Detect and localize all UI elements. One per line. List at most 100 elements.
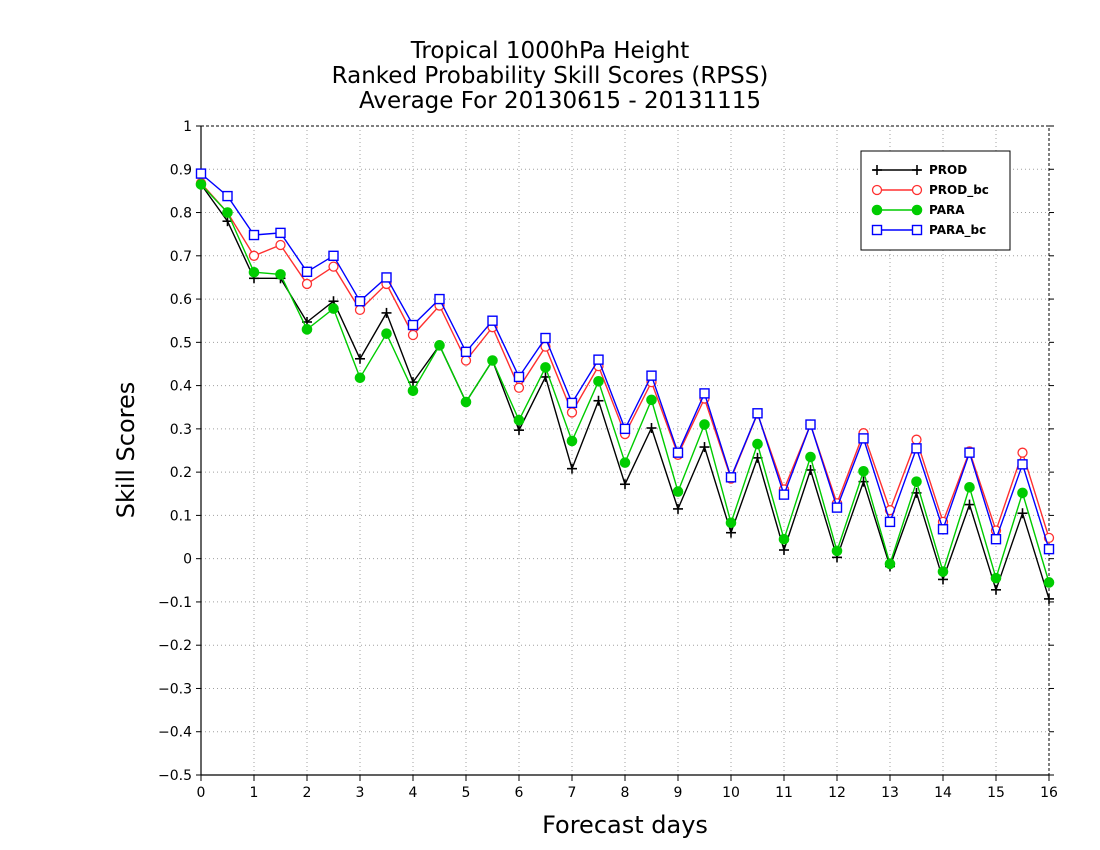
legend-label: PROD [929,163,967,177]
data-point-para [381,328,392,339]
data-point-para-bc [911,443,922,454]
data-point-para [990,572,1002,584]
data-point-para-bc [460,346,472,358]
x-tick-label: 7 [568,785,577,801]
y-tick-label: −0.3 [158,681,192,697]
data-point-para-bc [593,354,604,365]
data-point-para [1043,577,1055,588]
data-point-para [884,558,896,570]
data-point-para [513,414,525,426]
data-point-prod-bc [328,261,339,272]
data-point-prod [593,395,604,406]
legend-marker [911,184,923,196]
y-tick-label: −0.2 [158,638,192,654]
data-point-prod [1017,508,1028,519]
data-point-para [911,476,922,487]
data-point-para-bc [646,370,657,381]
legend-marker [912,165,922,175]
x-tick-label: 8 [621,785,630,801]
data-point-para-bc [805,419,816,430]
chart-title-line-1: Tropical 1000hPa Height [410,38,690,64]
chart-title-line-2: Ranked Probability Skill Scores (RPSS) [331,63,769,89]
data-point-para-bc [937,524,949,535]
data-point-para-bc [725,472,737,483]
legend-marker [871,204,883,216]
data-point-para-bc [964,447,975,458]
data-point-para [275,269,286,280]
x-tick-label: 5 [462,785,471,801]
data-point-para [831,545,843,557]
data-point-para [964,481,975,493]
x-axis-label: Forecast days [542,811,708,839]
y-tick-label: 0.9 [170,162,192,178]
series-para [195,179,1055,588]
legend: PROD PROD_bc PARA PARA_bc [860,150,1011,251]
data-point-para-bc [275,227,286,239]
data-point-prod [1044,593,1054,604]
data-point-para-bc [195,168,207,179]
y-tick-label: 0.7 [170,249,192,265]
series-para-bc [195,168,1055,555]
data-point-para [328,303,339,314]
data-point-para-bc [407,319,419,331]
x-tick-label: 10 [722,785,740,801]
legend-marker [871,184,883,196]
data-point-para-bc [831,502,843,513]
data-point-para-bc [487,315,498,326]
data-point-prod-bc [566,407,578,418]
data-point-para-bc [301,266,313,278]
data-point-prod [779,545,789,556]
data-point-para-bc [619,423,631,435]
data-point-para [195,179,207,190]
y-tick-label: 0.4 [170,379,192,395]
legend-label: PARA_bc [929,223,986,238]
data-point-para [1017,487,1028,499]
data-point-prod [355,353,365,364]
series-layer [195,168,1055,604]
y-tick-label: 0 [183,552,192,568]
data-point-prod-bc [407,329,419,341]
legend-marker [911,224,923,236]
legend-marker [911,204,923,216]
y-tick-label: 0.5 [170,335,192,351]
y-tick-label: 0.3 [170,422,192,438]
x-tick-label: 13 [881,785,899,801]
data-point-para [619,457,631,468]
data-point-prod [699,442,710,453]
legend-label: PARA [929,203,965,217]
x-tick-label: 6 [515,785,524,801]
x-tick-label: 14 [934,785,952,801]
x-tick-label: 2 [303,785,312,801]
data-point-para [778,533,790,545]
data-point-prod-bc [301,278,313,290]
x-tick-label: 1 [250,785,259,801]
data-point-prod [514,425,524,436]
y-tick-label: −0.4 [158,725,192,741]
y-tick-label: 0.6 [170,292,192,308]
data-point-para [540,362,551,373]
data-point-para [699,419,710,430]
y-tick-label: −0.1 [158,595,192,611]
legend-entry-prod-bc: PROD_bc [871,183,989,198]
x-tick-label: 12 [828,785,846,801]
y-tick-label: 0.8 [170,206,192,222]
data-point-para-bc [248,229,260,241]
data-point-para-bc [513,371,525,383]
data-point-prod-bc [248,250,260,261]
data-point-para [434,340,445,351]
legend-label: PROD_bc [929,183,989,198]
y-tick-label: 0.1 [170,508,192,524]
y-axis-label: Skill Scores [112,382,140,519]
data-point-para-bc [752,408,763,419]
data-point-para-bc [884,516,896,528]
data-point-para [222,207,233,218]
data-point-para [460,396,472,408]
y-tick-label: 0.2 [170,465,192,481]
data-point-prod [620,479,630,490]
data-point-prod [964,499,975,510]
legend-entry-para: PARA [871,203,965,217]
data-point-para [752,438,763,450]
x-tick-label: 0 [197,785,206,801]
legend-entry-prod: PROD [872,163,967,177]
data-point-para-bc [672,447,684,458]
